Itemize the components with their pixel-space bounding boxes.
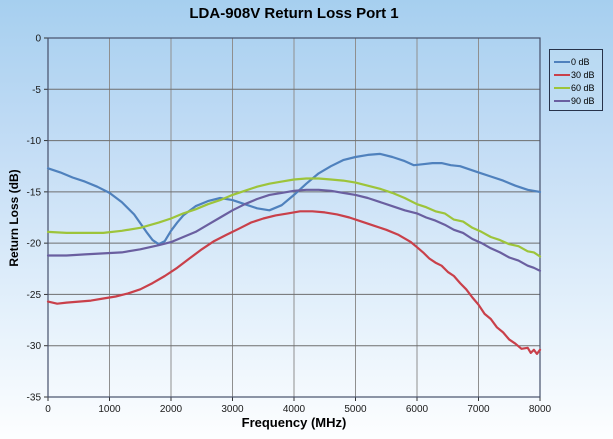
legend-line-swatch: [554, 86, 570, 89]
y-tick-label: -25: [27, 290, 42, 301]
y-tick-label: -35: [27, 393, 42, 404]
x-tick-label: 0: [45, 404, 51, 415]
legend-label: 0 dB: [571, 56, 590, 67]
legend-line-swatch: [554, 99, 570, 102]
x-tick-label: 7000: [467, 404, 490, 415]
series-line-60-db: [46, 177, 542, 258]
y-tick-label: -5: [32, 85, 41, 96]
y-tick-label: -20: [27, 239, 42, 250]
x-tick-label: 1000: [98, 404, 121, 415]
series-line-0-db: [46, 152, 542, 246]
legend-line-swatch: [554, 60, 570, 63]
x-tick-label: 3000: [221, 404, 244, 415]
y-tick-label: -30: [27, 341, 42, 352]
x-tick-label: 6000: [406, 404, 429, 415]
y-tick-label: -10: [27, 136, 42, 147]
legend: 0 dB 30 dB 60 dB 90 dB: [549, 49, 603, 111]
x-tick-label: 4000: [283, 404, 306, 415]
y-tick-label: 0: [35, 34, 41, 45]
x-tick-label: 2000: [160, 404, 183, 415]
plot-border: [47, 37, 541, 398]
legend-item: 30 dB: [554, 68, 602, 81]
chart-title: LDA-908V Return Loss Port 1: [189, 5, 399, 22]
x-axis-title: Frequency (MHz): [241, 415, 347, 430]
legend-label: 60 dB: [571, 82, 595, 93]
y-tick-label: -15: [27, 187, 42, 198]
legend-item: 0 dB: [554, 55, 602, 68]
series-line-90-db: [46, 188, 542, 272]
legend-item: 60 dB: [554, 81, 602, 94]
legend-item: 90 dB: [554, 94, 602, 107]
legend-label: 30 dB: [571, 69, 595, 80]
series-line-30-db: [46, 210, 542, 355]
x-tick-label: 8000: [529, 404, 552, 415]
legend-label: 90 dB: [571, 95, 595, 106]
legend-line-swatch: [554, 73, 570, 76]
x-tick-label: 5000: [344, 404, 367, 415]
